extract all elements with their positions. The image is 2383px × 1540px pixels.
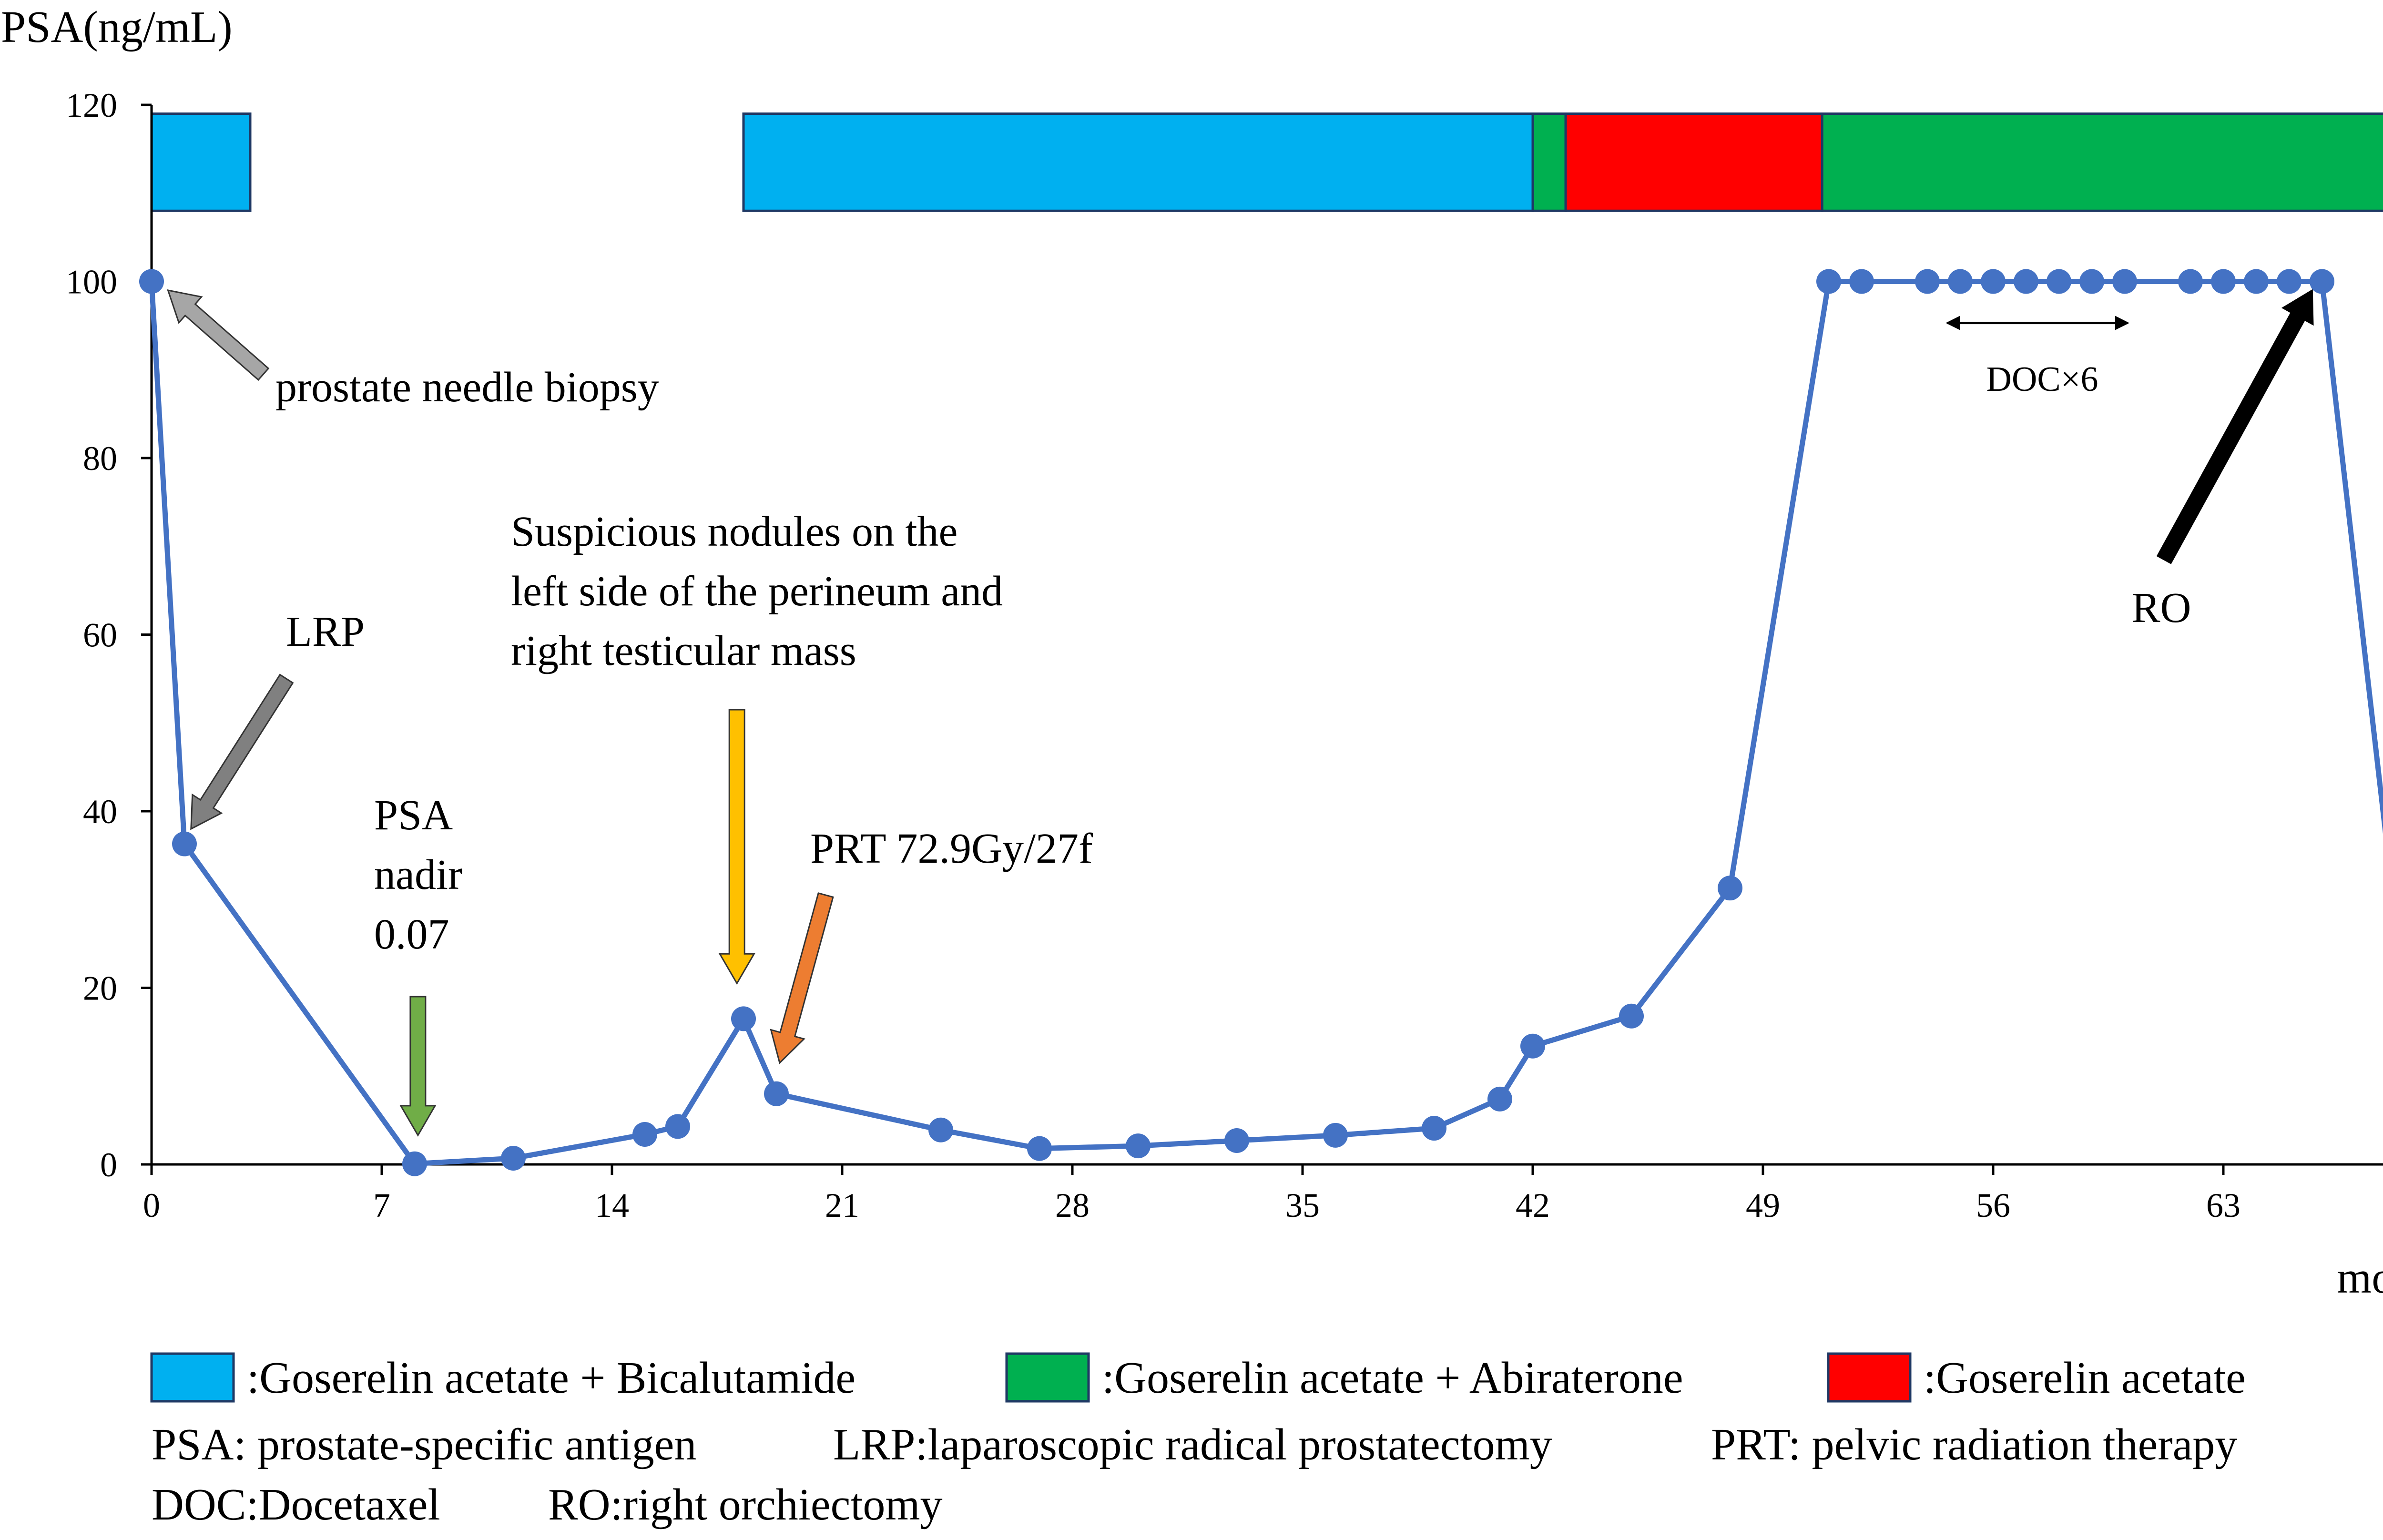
data-point — [1915, 269, 1940, 294]
data-point — [1487, 1086, 1512, 1112]
data-point — [1323, 1122, 1348, 1148]
annotation-texts: prostate needle biopsy LRP PSA nadir 0.07 Sus… — [275, 316, 2191, 958]
data-point — [2014, 269, 2038, 294]
x-tick-label: 21 — [825, 1186, 859, 1224]
y-tick-label: 120 — [66, 86, 117, 124]
data-point — [172, 831, 197, 857]
y-tick-label: 40 — [83, 793, 117, 831]
x-tick-label: 63 — [2206, 1186, 2240, 1224]
abbreviation-text: PRT: pelvic radiation therapy — [1711, 1420, 2237, 1469]
y-tick-label: 0 — [100, 1146, 117, 1184]
x-tick-label: 56 — [1976, 1186, 2010, 1224]
prt-label: PRT 72.9Gy/27f — [810, 825, 1093, 872]
x-tick-label: 7 — [373, 1186, 390, 1224]
legend-label: :Goserelin acetate + Bicalutamide — [247, 1353, 855, 1403]
data-point — [731, 1006, 756, 1031]
y-tick-label: 100 — [66, 263, 117, 301]
legend-swatch — [150, 1352, 235, 1403]
psa-series — [139, 269, 2383, 1176]
legend: :Goserelin acetate + Bicalutamide :Gosere… — [150, 1352, 2246, 1530]
doc-label: DOC×6 — [1986, 360, 2098, 399]
treatment-bar-blue — [742, 112, 1534, 212]
y-tick-label: 20 — [83, 969, 117, 1008]
treatment-bar-green — [1531, 112, 1567, 212]
data-point — [2310, 269, 2334, 294]
data-point — [1619, 1003, 1644, 1029]
data-point — [1948, 269, 1973, 294]
abbreviation-text: RO:right orchiectomy — [548, 1480, 943, 1530]
data-point — [2277, 269, 2302, 294]
data-point — [1520, 1033, 1545, 1059]
data-point — [402, 1151, 427, 1176]
data-point — [928, 1117, 953, 1142]
y-ticks: 0 20 40 60 80 100 120 — [66, 86, 152, 1184]
x-tick-label: 0 — [143, 1186, 160, 1224]
nodules-arrow — [718, 709, 755, 985]
data-point — [2211, 269, 2236, 294]
data-point — [1126, 1133, 1151, 1159]
data-point — [1224, 1128, 1249, 1153]
x-tick-label: 14 — [595, 1186, 629, 1224]
data-point — [501, 1146, 526, 1171]
x-axis-label: months — [2337, 1253, 2383, 1303]
nodules-label: Suspicious nodules on the left side of th… — [511, 508, 1003, 674]
legend-swatch — [1005, 1352, 1090, 1403]
ro-label: RO — [2131, 584, 2191, 632]
nadir-arrow — [399, 996, 437, 1137]
data-point — [665, 1114, 690, 1139]
legend-label: :Goserelin acetate + Abiraterone — [1102, 1353, 1683, 1403]
data-point — [139, 269, 164, 294]
y-tick-label: 80 — [83, 439, 117, 478]
y-axis-label: PSA(ng/mL) — [1, 2, 233, 52]
lrp-label: LRP — [286, 608, 365, 655]
data-point — [632, 1122, 657, 1147]
x-ticks: 07142128354249566370 — [143, 1164, 2240, 1224]
abbreviation-text: LRP:laparoscopic radical prostatectomy — [833, 1420, 1552, 1469]
data-point — [1027, 1136, 1052, 1161]
x-tick-label: 42 — [1516, 1186, 1550, 1224]
y-tick-label: 60 — [83, 616, 117, 654]
data-point — [1718, 876, 1742, 901]
nadir-label: PSA nadir 0.07 — [374, 792, 462, 958]
data-point — [764, 1081, 789, 1106]
data-point — [1981, 269, 2006, 294]
biopsy-label: prostate needle biopsy — [275, 364, 659, 411]
data-point — [1816, 269, 1841, 294]
data-point — [2178, 269, 2203, 294]
data-point — [1422, 1116, 1446, 1141]
psa-points — [139, 269, 2334, 1176]
treatment-bar-red — [1564, 112, 1823, 212]
lrp-arrow — [190, 673, 294, 830]
treatment-bars — [150, 112, 2383, 212]
abbreviation-text: DOC:Docetaxel — [152, 1480, 440, 1530]
legend-swatch — [1827, 1352, 1912, 1403]
prt-arrow — [770, 892, 834, 1064]
x-tick-label: 28 — [1055, 1186, 1090, 1224]
x-tick-label: 35 — [1285, 1186, 1320, 1224]
legend-label: :Goserelin acetate — [1924, 1353, 2246, 1403]
data-point — [2079, 269, 2104, 294]
data-point — [2112, 269, 2137, 294]
x-tick-label: 49 — [1746, 1186, 1780, 1224]
data-point — [2047, 269, 2071, 294]
annotation-arrows — [167, 289, 2314, 1137]
data-point — [1849, 269, 1874, 294]
biopsy-arrow — [167, 289, 270, 381]
ro-arrow — [2156, 289, 2314, 564]
treatment-bar-blue — [150, 112, 252, 212]
data-point — [2244, 269, 2269, 294]
treatment-bar-green — [1821, 112, 2383, 212]
abbreviation-text: PSA: prostate-specific antigen — [152, 1420, 696, 1469]
psa-series-line — [149, 279, 2383, 1167]
